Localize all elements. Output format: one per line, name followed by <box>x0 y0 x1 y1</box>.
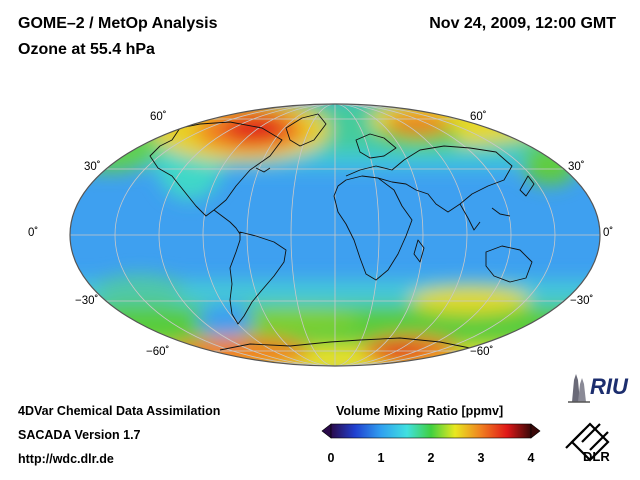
coastlines <box>149 113 535 351</box>
lat-label-n60-left: 60˚ <box>150 111 167 123</box>
colorbar-under-arrow <box>321 423 332 439</box>
map-subtitle: Ozone at 55.4 hPa <box>18 41 155 58</box>
graticule <box>70 104 600 366</box>
map-title: GOME–2 / MetOp Analysis <box>18 15 218 32</box>
colorbar-tick-1: 1 <box>377 451 385 465</box>
colorbar-tick-0: 0 <box>327 451 335 465</box>
lat-label-s60-left: −60˚ <box>146 346 170 358</box>
ozone-field <box>70 104 600 366</box>
dlr-logo <box>565 422 610 462</box>
lat-label-n30-right: 30˚ <box>568 161 585 173</box>
lat-label-s30-left: −30˚ <box>75 295 99 307</box>
colorbar-over-arrow <box>530 423 541 439</box>
colorbar <box>321 423 541 439</box>
riu-logo-text: RIU <box>590 374 629 399</box>
map-date: Nov 24, 2009, 12:00 GMT <box>429 15 616 32</box>
footer-method: 4DVar Chemical Data Assimilation <box>18 404 221 418</box>
lat-label-s60-right: −60˚ <box>470 346 494 358</box>
dlr-logo-text: DLR <box>583 449 610 464</box>
colorbar-bar <box>330 423 532 439</box>
footer-url: http://wdc.dlr.de <box>18 452 114 466</box>
colorbar-tick-3: 3 <box>477 451 485 465</box>
colorbar-title: Volume Mixing Ratio [ppmv] <box>336 404 504 418</box>
dlr-emblem-icon <box>565 422 610 462</box>
lat-label-n30-left: 30˚ <box>84 161 101 173</box>
lat-label-eq-right: 0˚ <box>603 227 614 239</box>
colorbar-tick-2: 2 <box>427 451 435 465</box>
riu-tower-icon <box>572 374 580 402</box>
footer-version: SACADA Version 1.7 <box>18 428 141 442</box>
lat-label-n60-right: 60˚ <box>470 111 487 123</box>
colorbar-tick-4: 4 <box>527 451 535 465</box>
riu-logo: RIU <box>568 374 629 403</box>
lat-label-s30-right: −30˚ <box>570 295 594 307</box>
lat-label-eq-left: 0˚ <box>28 227 39 239</box>
globe-outline <box>69 103 601 367</box>
